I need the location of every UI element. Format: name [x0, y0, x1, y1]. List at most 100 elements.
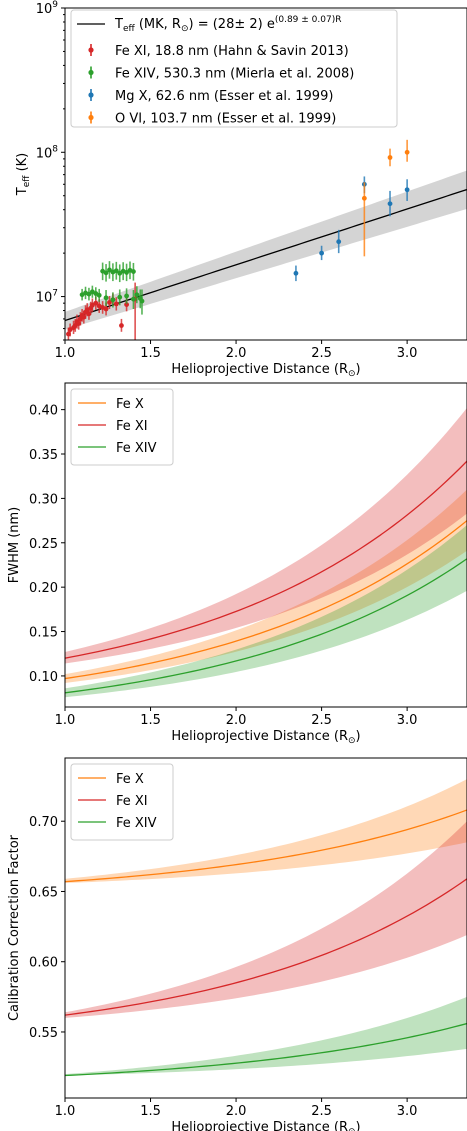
x-tick-label: 3.0: [397, 713, 418, 728]
legend-fit-sup: (0.89 ± 0.07)R: [275, 15, 342, 25]
y-tick-label: 0.55: [29, 1026, 58, 1041]
data-point: [319, 250, 324, 256]
chart-1-temperature: 1.0 1.5 2.0 2.5 3.0107108109Helioprojective …: [15, 0, 467, 379]
y-tick-exponent: 7: [52, 289, 58, 299]
data-point: [404, 187, 410, 193]
legend-entry-label: Mg X, 62.6 nm (Esser et al. 1999): [115, 89, 333, 104]
x-axis-label-main: Helioprojective Distance (R: [171, 1120, 348, 1131]
y-tick-label: 109: [36, 0, 59, 17]
legend-swatch-marker: [88, 47, 94, 53]
legend-swatch-marker: [88, 114, 94, 121]
x-tick-label: 2.0: [226, 1104, 247, 1119]
x-tick-label: 2.5: [311, 713, 332, 728]
y-tick-label: 0.70: [29, 815, 58, 830]
data-point: [134, 292, 140, 298]
legend-entry-label: Fe XIV: [116, 441, 157, 456]
data-point: [103, 306, 109, 312]
x-tick-label: 2.5: [311, 1104, 332, 1119]
series-line: [65, 878, 467, 1016]
legend-entry-label: Fe XIV: [116, 816, 157, 831]
x-tick-label: 2.5: [311, 346, 332, 361]
y-tick-base: 10: [36, 291, 53, 306]
series-band: [65, 996, 467, 1076]
y-axis-label-sub: eff: [22, 175, 32, 188]
data-point: [119, 323, 124, 328]
x-tick-label: 1.5: [140, 346, 161, 361]
y-tick-label: 0.30: [29, 492, 58, 507]
y-tick-label: 0.40: [29, 404, 58, 419]
x-axis-label-sun-symbol: ⊙: [348, 369, 356, 379]
y-tick-label: 0.20: [29, 581, 58, 596]
x-axis-label-main: Helioprojective Distance (R: [171, 362, 348, 377]
series-line: [65, 520, 467, 680]
legend-fit-sub: eff: [123, 24, 136, 34]
legend-swatch-marker: [88, 92, 94, 98]
data-point: [103, 270, 109, 276]
legend: Fe X Fe XI Fe XIV: [70, 763, 174, 841]
y-tick-exponent: 8: [52, 144, 58, 154]
x-axis-label-suffix: ): [356, 1120, 361, 1131]
legend-fit-pre: T: [114, 17, 123, 32]
legend-entry-label: O VI, 103.7 nm (Esser et al. 1999): [115, 112, 336, 127]
legend-entry-label: Fe X: [116, 772, 144, 787]
series-4: [361, 139, 410, 257]
plot-area: [65, 139, 467, 340]
legend-box: [70, 763, 174, 841]
y-tick-label: 0.65: [29, 885, 58, 900]
series-band: [65, 779, 467, 884]
y-tick-label: 0.60: [29, 956, 58, 971]
series-band: [65, 489, 467, 684]
x-tick-label: 1.0: [55, 713, 76, 728]
chart-2: 1.0 1.5 2.0 2.5 3.0 0.10 0.15 0.20 0.25 0.30 0.35 0…: [7, 382, 467, 746]
x-axis-label-sun-symbol: ⊙: [348, 736, 356, 746]
legend-box: [70, 388, 174, 466]
y-tick-exponent: 9: [52, 0, 58, 10]
x-tick-label: 3.0: [397, 346, 418, 361]
series-1: [66, 282, 138, 340]
x-axis-label-sun-symbol: ⊙: [348, 1127, 356, 1131]
data-point: [113, 301, 119, 307]
y-axis-label: Calibration Correction Factor: [7, 834, 22, 1021]
data-point: [107, 300, 112, 305]
x-axis-label-suffix: ): [356, 362, 361, 377]
x-tick-label: 1.5: [140, 713, 161, 728]
series-band: [65, 525, 467, 698]
data-point: [124, 302, 129, 307]
legend-box: [70, 9, 398, 128]
y-tick-label: 0.15: [29, 626, 58, 641]
legend-sun-symbol: ⊙: [181, 24, 189, 34]
data-point: [103, 295, 109, 301]
data-point: [387, 201, 393, 207]
plot-area: [65, 779, 467, 1077]
series-line: [65, 809, 467, 883]
series-band: [65, 407, 467, 664]
y-tick-label: 107: [36, 289, 58, 306]
data-point: [293, 270, 299, 276]
y-tick-label: 108: [36, 144, 59, 161]
legend: Fe X Fe XI Fe XIV: [70, 388, 174, 466]
data-point: [96, 292, 102, 298]
y-axis-label: FWHM (nm): [7, 507, 22, 584]
legend-fit-post: ) = (28± 2) e: [189, 17, 275, 32]
series-band: [65, 821, 467, 1018]
legend: Teff (MK, R⊙) = (28± 2) e(0.89 ± 0.07)R F…: [70, 9, 398, 128]
x-axis-label: Helioprojective Distance (R⊙): [171, 1120, 360, 1131]
data-point: [117, 294, 123, 300]
data-point: [131, 269, 136, 274]
data-point: [124, 293, 129, 299]
data-point: [131, 296, 136, 302]
x-tick-label: 2.0: [226, 713, 247, 728]
y-tick-base: 10: [36, 146, 53, 161]
x-axis-label-main: Helioprojective Distance (R: [171, 729, 348, 744]
data-point: [139, 298, 145, 304]
x-axis-label: Helioprojective Distance (R⊙): [171, 729, 360, 746]
legend-entry-label: Fe XI, 18.8 nm (Hahn & Savin 2013): [115, 44, 349, 59]
legend-entry-label: Fe XI: [116, 419, 148, 434]
plot-frame: [64, 382, 467, 708]
x-tick-label: 1.0: [55, 1104, 76, 1119]
y-tick-base: 10: [36, 2, 53, 17]
data-point: [336, 239, 342, 245]
data-point: [86, 291, 92, 297]
y-axis-label-main: T: [15, 187, 30, 196]
x-axis-label-suffix: ): [356, 729, 361, 744]
